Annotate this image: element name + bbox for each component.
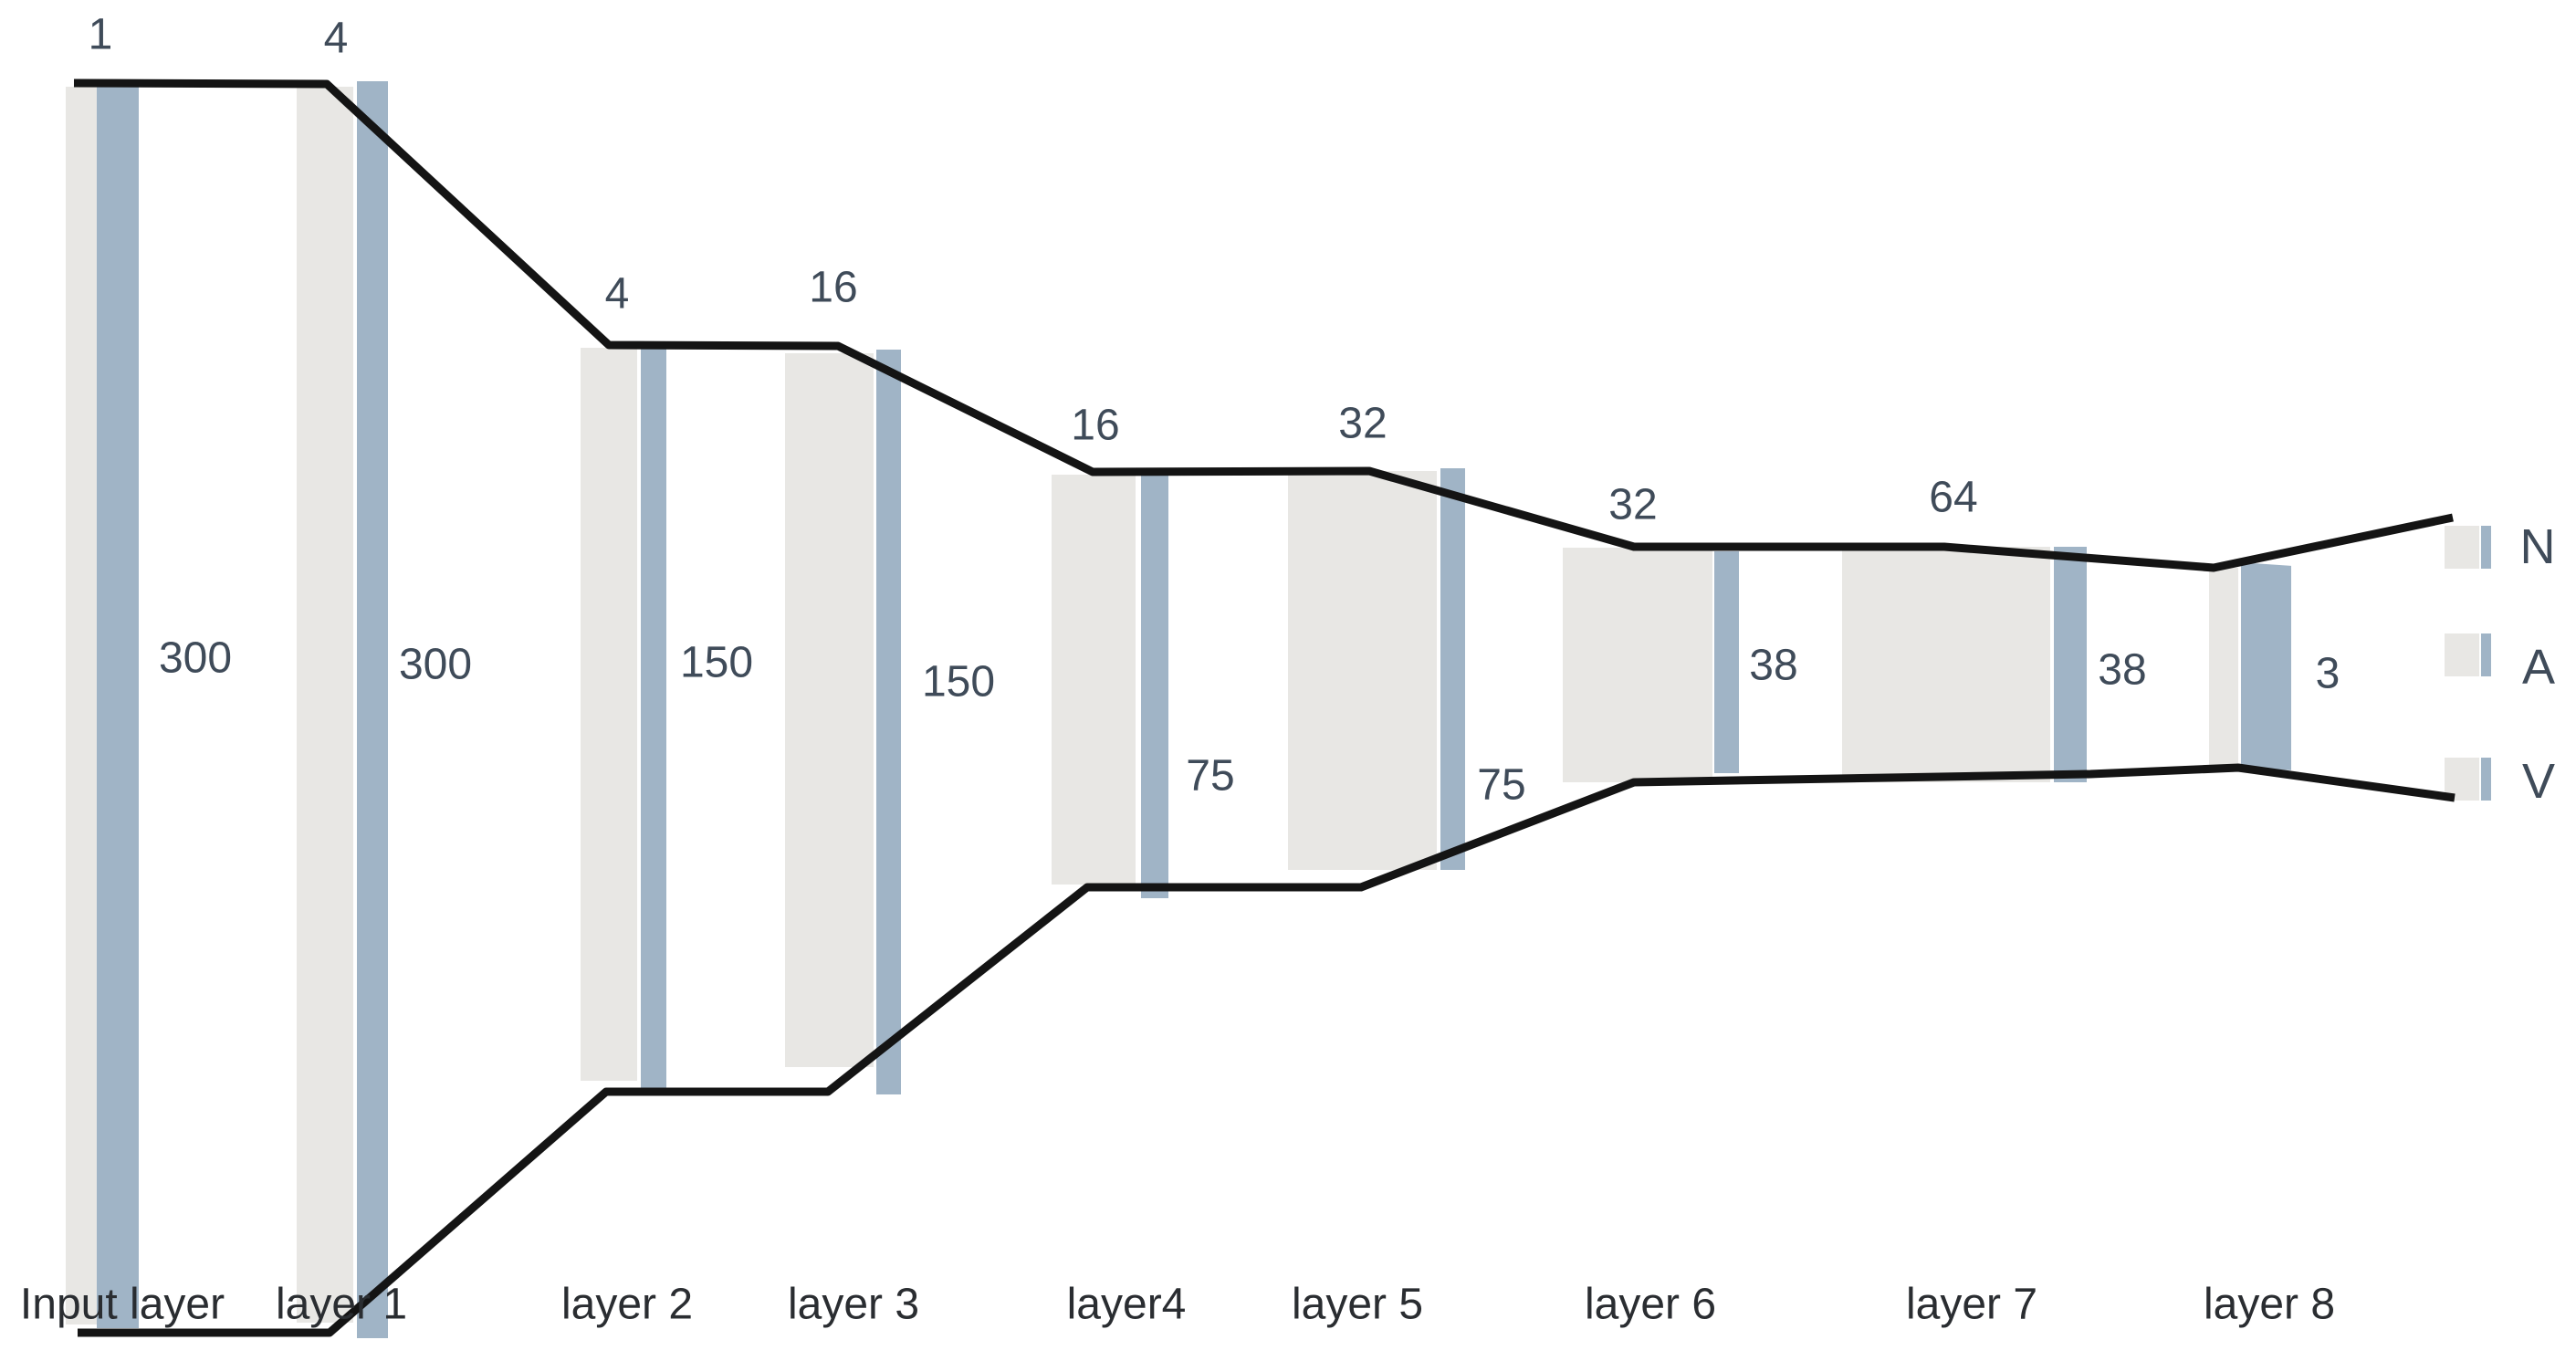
funnel-outline-top xyxy=(73,79,2454,572)
channel-stripe xyxy=(97,87,139,1328)
feature-size-label: 300 xyxy=(158,633,233,683)
channel-stripe xyxy=(1714,551,1739,773)
kernel-count-label: 1 xyxy=(88,10,113,59)
kernel-count-label: 4 xyxy=(323,14,349,63)
channel-stripe xyxy=(1141,472,1168,898)
kernel-count-label: 16 xyxy=(809,263,858,312)
layer-name-label: layer 3 xyxy=(787,1280,920,1329)
output-stripe xyxy=(2481,758,2491,801)
feature-size-label: 38 xyxy=(1749,641,1798,690)
output-stripe xyxy=(2481,526,2491,569)
feature-size-label: 300 xyxy=(398,640,473,689)
output-stripe xyxy=(2481,633,2491,676)
layer-bar xyxy=(297,87,353,1323)
feature-size-label: 150 xyxy=(921,657,996,707)
feature-size-label: 3 xyxy=(2315,649,2340,698)
layer-name-label: layer 1 xyxy=(275,1280,408,1329)
layer-bar xyxy=(785,353,874,1067)
layer-name-label: layer 7 xyxy=(1905,1280,2038,1329)
output-bar xyxy=(2445,758,2479,801)
kernel-count-label: 4 xyxy=(604,269,630,319)
channel-stripe xyxy=(1440,468,1465,870)
output-class-label: N xyxy=(2519,519,2556,574)
layer-name-label: Input layer xyxy=(19,1280,225,1329)
channel-stripe xyxy=(641,345,666,1094)
layer-bar xyxy=(2209,568,2238,765)
channel-stripe xyxy=(2054,547,2087,782)
funnel-outline-bottom xyxy=(78,763,2456,1337)
kernel-count-label: 16 xyxy=(1071,401,1120,450)
layer-name-label: layer 8 xyxy=(2203,1280,2336,1329)
feature-size-label: 150 xyxy=(679,638,754,687)
kernel-count-label: 32 xyxy=(1338,399,1387,448)
layer-name-label: layer 6 xyxy=(1584,1280,1717,1329)
layer-bar xyxy=(1842,547,2050,782)
feature-size-label: 75 xyxy=(1477,760,1526,810)
output-bar xyxy=(2445,633,2479,676)
output-class-label: A xyxy=(2521,640,2556,695)
feature-size-label: 38 xyxy=(2098,645,2147,695)
layer-bar xyxy=(1052,475,1136,885)
output-class-label: V xyxy=(2521,754,2556,809)
layer-name-label: layer 5 xyxy=(1291,1280,1424,1329)
layer-bar xyxy=(1563,548,1712,782)
kernel-count-label: 32 xyxy=(1608,480,1658,529)
feature-size-label: 75 xyxy=(1186,751,1235,801)
layer-bar xyxy=(581,348,637,1081)
layer-bar xyxy=(66,87,97,1324)
layer-name-label: layer4 xyxy=(1066,1280,1187,1329)
kernel-count-label: 64 xyxy=(1929,473,1978,522)
channel-stripe xyxy=(2241,562,2291,770)
layer-name-label: layer 2 xyxy=(560,1280,694,1329)
layer-bar xyxy=(1288,471,1437,870)
channel-stripe xyxy=(357,81,388,1338)
output-bar xyxy=(2445,526,2479,569)
channel-stripe xyxy=(876,350,901,1094)
